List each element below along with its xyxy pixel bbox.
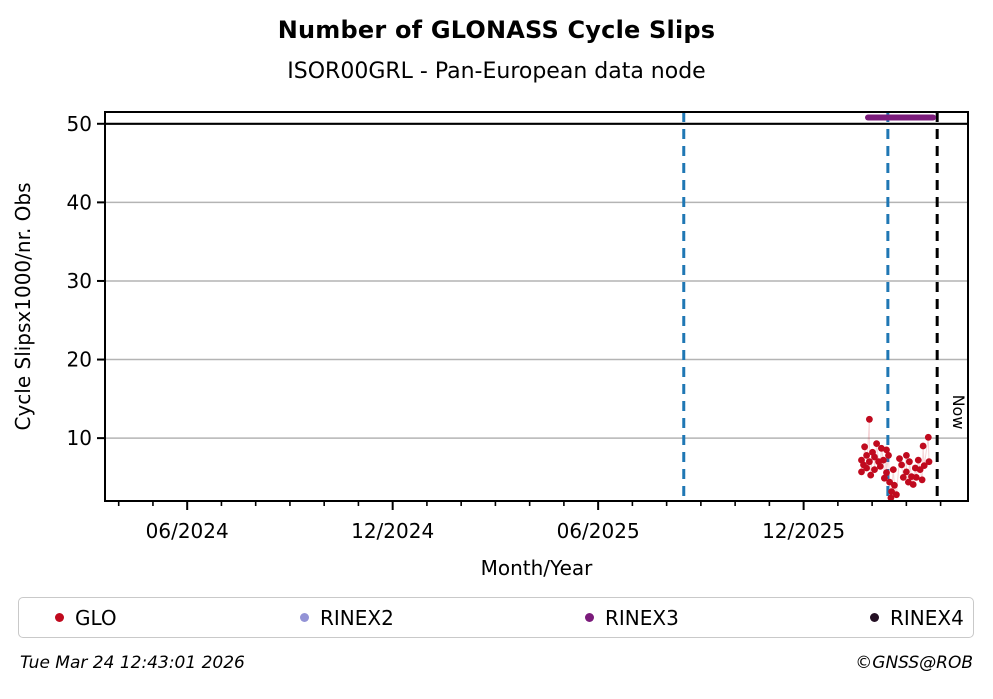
event-lines: Now — [682, 112, 968, 501]
glo-point — [886, 478, 893, 486]
glo-point — [871, 466, 878, 473]
glo-point — [903, 468, 910, 476]
glo-point — [863, 464, 870, 472]
glo-point — [866, 415, 873, 423]
y-axis: 10 20 30 40 50 — [67, 112, 105, 450]
glo-point — [918, 476, 926, 484]
x-tick-label: 12/2024 — [351, 519, 434, 543]
glo-point — [876, 463, 884, 470]
legend-item-rinex3: RINEX3 — [585, 598, 679, 637]
glo-point — [909, 481, 917, 488]
glo-point — [863, 452, 870, 459]
y-tick-label: 40 — [67, 190, 92, 214]
glo-point — [878, 444, 885, 452]
glo-point — [866, 458, 873, 466]
x-tick-label: 12/2025 — [762, 519, 845, 543]
glo-point — [883, 469, 890, 477]
footer: Tue Mar 24 12:43:01 2026 ©GNSS@ROB — [20, 653, 973, 673]
glo-point — [867, 471, 875, 479]
x-axis: 06/2024 12/2024 06/2025 12/2025 — [117, 501, 942, 543]
legend-item-rinex4: RINEX4 — [870, 598, 964, 637]
glo-point — [899, 474, 907, 481]
y-gridlines — [105, 201, 968, 439]
glo-point — [881, 474, 888, 482]
now-label: Now — [949, 395, 968, 430]
legend: GLO RINEX2 RINEX3 RINEX4 — [18, 597, 974, 638]
glo-point — [925, 458, 933, 466]
glo-point — [883, 446, 890, 454]
glo-point — [924, 433, 932, 441]
plot-area: Now 10 20 30 40 50 06/2024 12/2024 06/2025 12/202… — [11, 111, 969, 580]
legend-label-rinex2: RINEX2 — [320, 605, 394, 630]
glo-point — [914, 456, 922, 464]
chart-subtitle: ISOR00GRL - Pan-European data node — [287, 59, 706, 84]
x-tick-label: 06/2025 — [557, 519, 640, 543]
legend-item-glo: GLO — [55, 598, 117, 637]
glo-point — [906, 458, 913, 466]
plot-border — [104, 111, 969, 502]
glo-point — [919, 442, 927, 450]
footer-credit: ©GNSS@ROB — [855, 653, 973, 673]
rinex3-marker-icon — [585, 613, 594, 622]
glo-point — [858, 468, 865, 476]
footer-timestamp: Tue Mar 24 12:43:01 2026 — [20, 653, 245, 673]
x-tick-label: 06/2024 — [146, 519, 229, 543]
legend-label-rinex3: RINEX3 — [605, 605, 679, 630]
glo-point — [912, 474, 920, 481]
glo-point — [903, 452, 910, 459]
rinex4-marker-icon — [870, 613, 879, 622]
glo-point — [885, 452, 892, 459]
chart-title: Number of GLONASS Cycle Slips — [277, 16, 716, 44]
glo-point — [893, 491, 900, 499]
glo-point — [888, 488, 895, 495]
glo-marker-icon — [55, 613, 64, 622]
glo-point — [896, 455, 903, 462]
y-axis-label: Cycle Slipsx1000/nr. Obs — [11, 182, 35, 430]
rinex2-marker-icon — [300, 613, 309, 622]
y-tick-label: 20 — [67, 348, 92, 372]
legend-label-rinex4: RINEX4 — [890, 605, 964, 630]
y-tick-label: 50 — [67, 112, 92, 136]
glo-point — [898, 461, 905, 469]
glo-point — [889, 466, 897, 473]
glo-point — [873, 440, 880, 447]
glo-point — [891, 481, 898, 489]
legend-item-rinex2: RINEX2 — [300, 598, 394, 637]
y-tick-label: 30 — [67, 269, 92, 293]
glo-point — [920, 462, 928, 469]
glo-point — [887, 494, 895, 502]
y-tick-label: 10 — [67, 426, 92, 450]
glo-point — [871, 453, 878, 461]
legend-label-glo: GLO — [75, 605, 117, 630]
glo-point — [880, 456, 887, 464]
glo-point — [861, 443, 868, 451]
x-axis-label: Month/Year — [481, 556, 594, 580]
glo-scatter — [858, 415, 933, 502]
